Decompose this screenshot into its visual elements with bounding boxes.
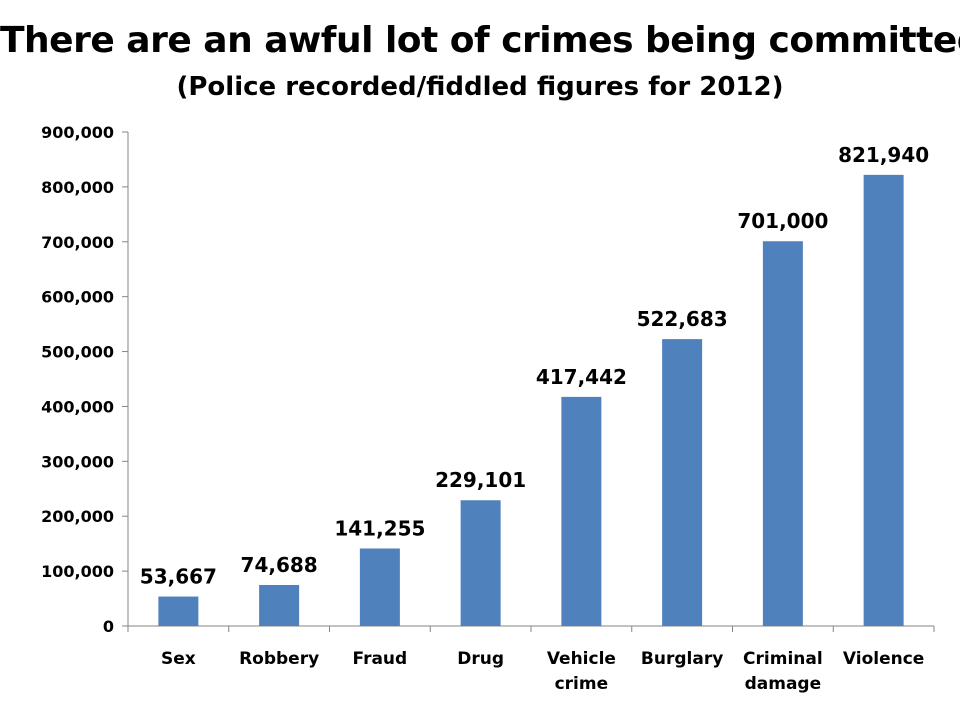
y-tick-label: 200,000 (41, 507, 114, 526)
bar (259, 585, 300, 626)
y-tick-label: 600,000 (41, 288, 114, 307)
bar (460, 500, 501, 626)
data-label: 74,688 (241, 553, 318, 577)
y-tick-label: 400,000 (41, 397, 114, 416)
category-label: crime (555, 674, 609, 694)
bar (863, 174, 904, 627)
data-label: 821,940 (838, 143, 929, 167)
y-tick-label: 900,000 (41, 123, 114, 142)
category-label: damage (745, 674, 822, 694)
data-label: 141,255 (334, 516, 425, 540)
y-tick-label: 100,000 (41, 562, 114, 581)
bar (662, 339, 703, 626)
category-label: Criminal (743, 649, 823, 669)
category-label: Robbery (239, 649, 319, 669)
bar (158, 596, 199, 626)
y-tick-label: 500,000 (41, 343, 114, 362)
bar (561, 396, 602, 626)
data-label: 522,683 (637, 307, 728, 331)
data-label: 417,442 (536, 365, 627, 389)
category-label: Violence (843, 649, 924, 669)
y-tick-label: 0 (103, 617, 114, 636)
y-tick-label: 700,000 (41, 233, 114, 252)
category-label: Drug (457, 649, 504, 669)
chart-title: There are an awful lot of crimes being c… (0, 20, 960, 61)
category-label: Burglary (641, 649, 723, 669)
category-label: Sex (161, 649, 196, 669)
bar (359, 548, 400, 626)
y-tick-label: 300,000 (41, 452, 114, 471)
data-label: 701,000 (737, 209, 828, 233)
y-tick-label: 800,000 (41, 178, 114, 197)
chart-subtitle: (Police recorded/fiddled figures for 201… (176, 72, 784, 102)
category-label: Fraud (353, 649, 408, 669)
bar (762, 241, 803, 626)
category-label: Vehicle (547, 649, 616, 669)
data-label: 53,667 (140, 565, 217, 589)
data-label: 229,101 (435, 468, 526, 492)
